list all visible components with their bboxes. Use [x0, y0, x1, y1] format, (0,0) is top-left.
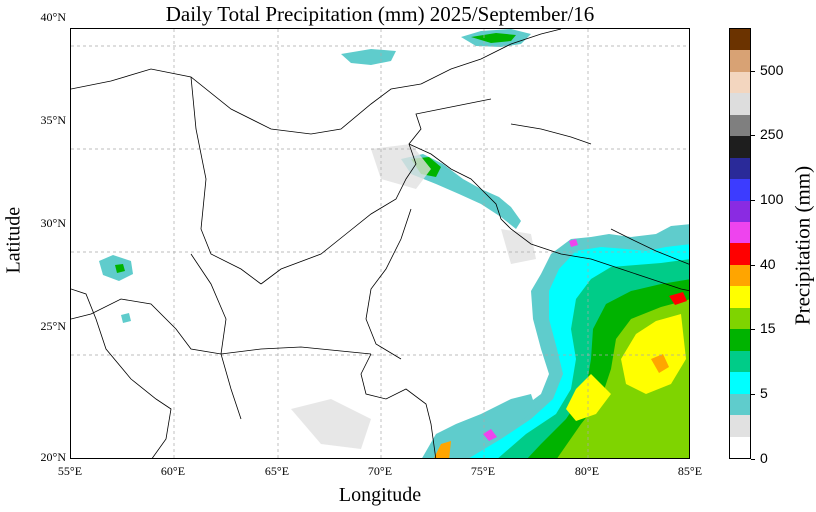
colorbar-segment-12 — [730, 179, 750, 201]
colorbar-segment-7 — [730, 286, 750, 308]
border-iran-afghanistan — [190, 76, 262, 285]
colorbar-segment-19 — [730, 28, 750, 51]
rain-trace-b — [291, 399, 371, 449]
colorbar-segment-0 — [730, 436, 750, 458]
border-afghanistan-pakistan — [260, 98, 492, 285]
rain-oman-spot — [121, 313, 131, 323]
colorbar-tick-15: 15 — [760, 320, 776, 336]
colorbar-segment-2 — [730, 393, 750, 416]
rain-oman-core — [115, 264, 125, 273]
y-tick-25n: 25°N — [40, 319, 66, 333]
border-nepal — [610, 228, 689, 265]
border-iran-pakistan-south — [190, 253, 242, 420]
border-iran-turkmenistan — [71, 68, 422, 135]
colorbar-segment-15 — [730, 114, 750, 137]
colorbar-segment-11 — [730, 200, 750, 223]
precipitation-map — [70, 28, 690, 459]
x-tick-60e: 60°E — [160, 464, 186, 478]
colorbar-segment-10 — [730, 222, 750, 244]
y-tick-35n: 35°N — [40, 113, 66, 127]
x-tick-65e: 65°E — [264, 464, 290, 478]
rain-northwest-light — [341, 49, 396, 65]
colorbar — [729, 28, 751, 459]
y-tick-20n: 20°N — [40, 450, 66, 464]
map-borders — [71, 29, 689, 458]
colorbar-segment-3 — [730, 372, 750, 394]
colorbar-tick-40: 40 — [760, 256, 776, 272]
rain-80mm-spot — [569, 239, 578, 247]
rain-60mm-spot — [669, 292, 687, 305]
colorbar-segment-9 — [730, 243, 750, 265]
colorbar-label: Precipitation (mm) — [790, 165, 815, 326]
colorbar-segment-16 — [730, 93, 750, 115]
colorbar-segment-6 — [730, 307, 750, 330]
x-tick-75e: 75°E — [470, 464, 496, 478]
x-tick-80e: 80°E — [574, 464, 600, 478]
colorbar-tick-500: 500 — [760, 62, 784, 78]
border-india-pakistan-north — [408, 143, 689, 292]
colorbar-tick-5: 5 — [760, 385, 768, 401]
y-tick-40n: 40°N — [40, 10, 66, 24]
rain-30mm-core-b — [566, 374, 611, 421]
precipitation-field — [99, 29, 689, 458]
rain-40mm-spot — [651, 354, 669, 373]
colorbar-segment-1 — [730, 415, 750, 437]
rain-30mm-core-a — [621, 314, 686, 394]
colorbar-segment-8 — [730, 264, 750, 287]
colorbar-segment-5 — [730, 329, 750, 351]
map-gridlines — [71, 29, 689, 458]
coastline-india-west — [360, 353, 437, 458]
rain-trace-c — [501, 229, 536, 264]
colorbar-segment-18 — [730, 50, 750, 72]
rain-north-core — [471, 33, 516, 43]
x-axis-label: Longitude — [338, 484, 422, 506]
colorbar-segment-17 — [730, 71, 750, 94]
x-tick-85e: 85°E — [677, 464, 703, 478]
x-tick-70e: 70°E — [367, 464, 393, 478]
colorbar-tick-100: 100 — [760, 191, 784, 207]
colorbar-tick-250: 250 — [760, 126, 784, 142]
coastline-oman — [71, 288, 172, 458]
colorbar-segment-13 — [730, 157, 750, 180]
rain-trace-a — [371, 144, 431, 189]
y-axis-label: Latitude — [2, 206, 25, 274]
colorbar-segment-14 — [730, 136, 750, 158]
border-central-asia — [420, 29, 562, 85]
border-india-pakistan-south — [365, 208, 412, 360]
map-title: Daily Total Precipitation (mm) 2025/Sept… — [165, 2, 595, 26]
coastline-arabian-north — [71, 298, 372, 355]
colorbar-segment-4 — [730, 350, 750, 373]
rain-west-coast-core — [434, 441, 451, 458]
colorbar-tick-0: 0 — [760, 450, 768, 466]
rain-west-coast-spot — [483, 429, 497, 441]
map-canvas — [71, 29, 689, 458]
x-tick-55e: 55°E — [57, 464, 83, 478]
border-china — [510, 123, 592, 145]
y-tick-30n: 30°N — [40, 216, 66, 230]
